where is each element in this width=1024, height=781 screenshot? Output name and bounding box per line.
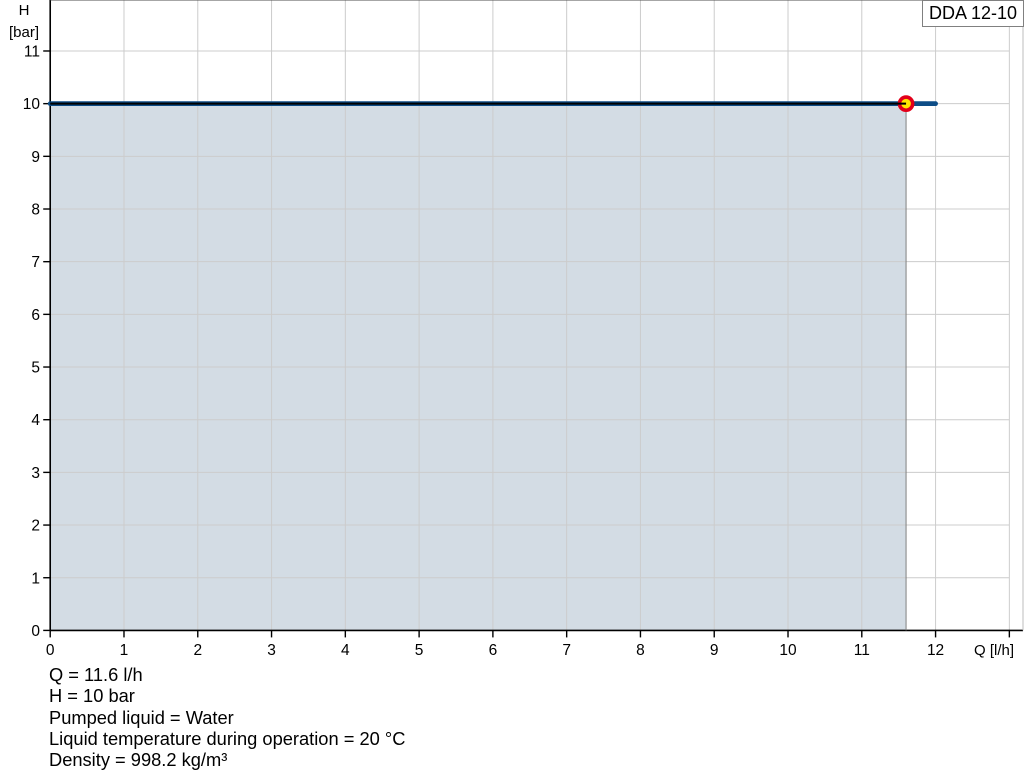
svg-text:8: 8 xyxy=(31,202,40,219)
svg-text:3: 3 xyxy=(31,465,40,482)
svg-text:5: 5 xyxy=(415,642,424,659)
svg-text:5: 5 xyxy=(31,360,40,377)
svg-text:Q [l/h]: Q [l/h] xyxy=(974,642,1014,659)
svg-text:4: 4 xyxy=(341,642,350,659)
svg-text:6: 6 xyxy=(489,642,498,659)
svg-text:4: 4 xyxy=(31,412,40,429)
svg-text:8: 8 xyxy=(636,642,645,659)
svg-text:11: 11 xyxy=(24,44,40,61)
svg-text:1: 1 xyxy=(120,642,129,659)
svg-text:10: 10 xyxy=(23,96,41,113)
svg-text:9: 9 xyxy=(710,642,719,659)
svg-text:[bar]: [bar] xyxy=(9,24,39,41)
svg-text:2: 2 xyxy=(193,642,202,659)
svg-text:0: 0 xyxy=(31,623,40,640)
svg-text:6: 6 xyxy=(31,307,40,324)
svg-text:10: 10 xyxy=(779,642,797,659)
svg-text:H: H xyxy=(19,2,30,19)
svg-text:7: 7 xyxy=(31,254,40,271)
svg-text:0: 0 xyxy=(46,642,55,659)
svg-text:2: 2 xyxy=(31,518,40,535)
svg-text:3: 3 xyxy=(267,642,276,659)
svg-text:11: 11 xyxy=(854,642,870,659)
svg-text:7: 7 xyxy=(562,642,571,659)
svg-text:1: 1 xyxy=(31,570,40,587)
svg-text:12: 12 xyxy=(927,642,944,659)
svg-text:9: 9 xyxy=(31,149,40,166)
